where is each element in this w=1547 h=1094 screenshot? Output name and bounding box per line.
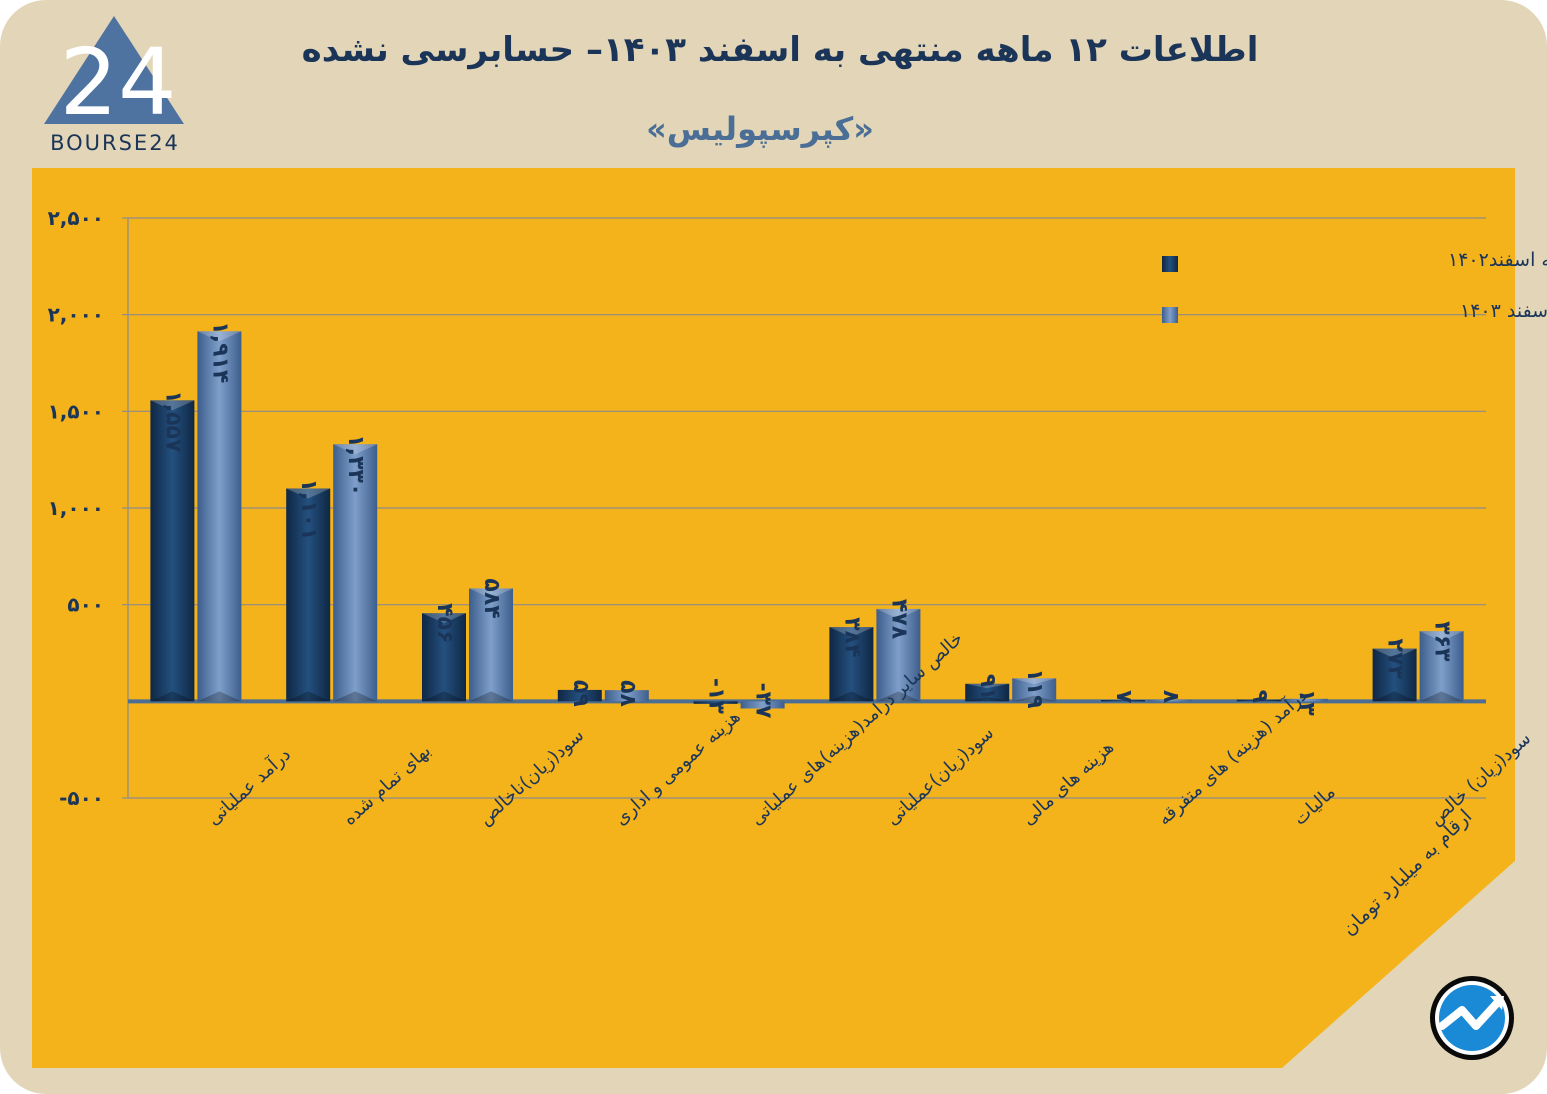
y-tick-label: ۲,۵۰۰ bbox=[48, 206, 104, 230]
data-label: ۳۶۳ bbox=[1430, 621, 1455, 662]
data-label: ۳۸۴ bbox=[839, 617, 864, 657]
data-label: ۷ bbox=[1111, 690, 1136, 704]
bourse24-logo: 24 bbox=[44, 16, 184, 136]
bar-1402 bbox=[557, 689, 602, 702]
data-label: -۱۳ bbox=[704, 678, 729, 715]
bar-1402 bbox=[1101, 699, 1145, 702]
bar-1402 bbox=[693, 701, 738, 704]
data-label: ۴۷۸ bbox=[886, 599, 911, 640]
data-label: ۹۱ bbox=[975, 674, 1000, 701]
y-tick-label: ۱,۵۰۰ bbox=[48, 399, 104, 423]
bar-1403 bbox=[604, 690, 649, 702]
svg-text:24: 24 bbox=[59, 29, 176, 136]
bar-1403 bbox=[197, 331, 242, 702]
y-tick-label: -۵۰۰ bbox=[59, 786, 104, 810]
data-label: ۱,۱۰۱ bbox=[296, 478, 321, 540]
data-label: ۱,۳۳۰ bbox=[343, 434, 368, 496]
data-label: ۴۵۶ bbox=[432, 603, 457, 643]
data-label: ۱,۹۱۴ bbox=[207, 321, 232, 383]
bar-1403 bbox=[1419, 631, 1464, 702]
data-label: ۵۸۴ bbox=[479, 578, 504, 618]
data-label: ۸ bbox=[1158, 690, 1183, 704]
trend-arrow-icon bbox=[1430, 976, 1514, 1060]
legend-swatch-1403 bbox=[1162, 307, 1178, 323]
bar-1403 bbox=[1283, 698, 1328, 702]
legend-label-1402: عملکرد منتهی به اسفند۱۴۰۲ bbox=[1448, 249, 1547, 271]
data-label: ۹ bbox=[1247, 690, 1272, 703]
chart-title: اطلاعات ۱۲ ماهه منتهی به اسفند ۱۴۰۳– حسا… bbox=[301, 30, 1259, 70]
legend-label-1403: عملکرد منتهی به اسفند ۱۴۰۳ bbox=[1460, 300, 1547, 322]
bar-1403 bbox=[333, 444, 378, 702]
bar-1402 bbox=[965, 683, 1010, 702]
bar-1402 bbox=[829, 627, 874, 702]
data-label: ۱۱۹ bbox=[1022, 668, 1047, 708]
bar-1403 bbox=[1148, 699, 1192, 702]
bar-1402 bbox=[286, 488, 331, 702]
data-label: ۵۹ bbox=[568, 680, 593, 707]
chart-subtitle: «کپرسپولیس» bbox=[646, 110, 874, 148]
bar-1402 bbox=[1372, 648, 1417, 702]
y-tick-label: ۲,۰۰۰ bbox=[48, 303, 104, 327]
bar-1402 bbox=[422, 613, 466, 702]
data-label: ۱,۵۵۷ bbox=[160, 390, 185, 453]
data-label: ۲۷۳ bbox=[1383, 639, 1408, 680]
bar-1403 bbox=[740, 701, 785, 709]
bar-1403 bbox=[876, 608, 921, 702]
logo-text: BOURSE24 bbox=[50, 131, 180, 155]
bar-1402 bbox=[150, 400, 195, 702]
data-label: ۱۳ bbox=[1294, 689, 1319, 716]
data-label: -۳۷ bbox=[751, 682, 776, 719]
bar-1402 bbox=[1236, 699, 1281, 702]
y-tick-label: ۱,۰۰۰ bbox=[48, 496, 104, 520]
data-label: ۵۸ bbox=[615, 680, 640, 707]
bar-1403 bbox=[1012, 678, 1057, 702]
legend-swatch-1402 bbox=[1162, 256, 1178, 272]
y-tick-label: ۵۰۰ bbox=[67, 593, 104, 617]
bar-1403 bbox=[469, 588, 513, 702]
